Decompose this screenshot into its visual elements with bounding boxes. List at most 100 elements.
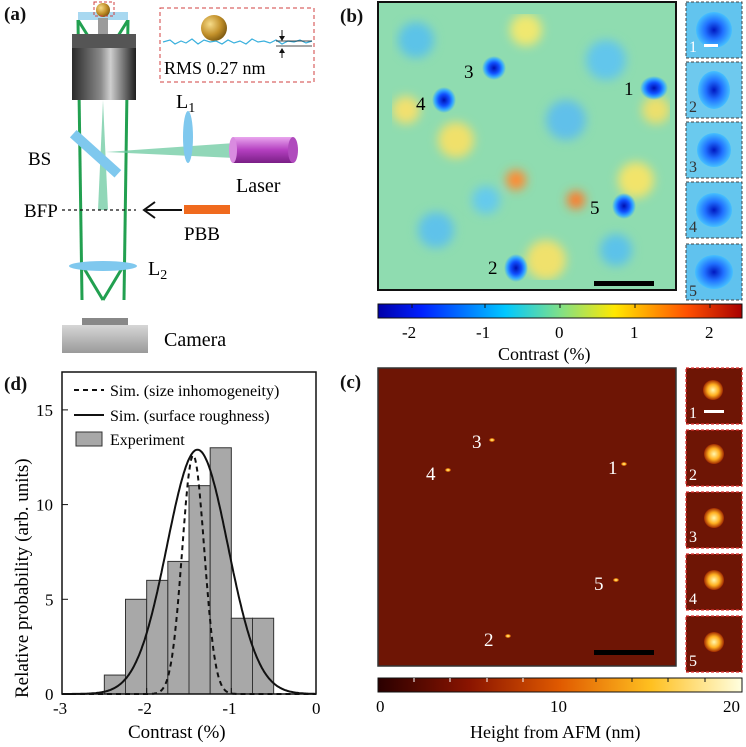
zoom-box-small	[93, 1, 115, 17]
svg-text:3: 3	[689, 529, 697, 546]
panel-d-histogram: -3 -2 -1 0 0 5 10 15 Contrast (%) Relative pro…	[12, 371, 321, 743]
c-colorbar: 0 10 20 Height from AFM (nm)	[376, 677, 743, 743]
c-inset-3: 3	[685, 491, 743, 549]
c-particle-label-3: 3	[472, 432, 482, 453]
svg-text:4: 4	[689, 591, 697, 608]
objective	[72, 12, 136, 100]
panel-a-setup-diagram: RMS 0.27 nm L1 Laser BS BFP PBB L2 Camer…	[24, 1, 315, 353]
panel-b-label: (b)	[340, 6, 364, 27]
laser-source	[229, 137, 298, 163]
rms-label: RMS 0.27 nm	[164, 58, 266, 78]
l1-label: L1	[176, 91, 195, 116]
svg-text:2: 2	[689, 99, 697, 116]
b-colorbar: -2 -1 0 1 2 Contrast (%)	[377, 303, 743, 365]
b-colorbar-tick: -1	[476, 323, 490, 342]
x-ticks: -3 -2 -1 0	[53, 688, 321, 718]
svg-text:3: 3	[689, 159, 697, 176]
svg-text:5: 5	[689, 653, 697, 670]
c-colorbar-title: Height from AFM (nm)	[470, 722, 641, 743]
b-inset-3: 3	[685, 121, 743, 179]
l2-label: L2	[148, 258, 167, 283]
bs-label: BS	[28, 149, 51, 170]
panel-c-label: (c)	[340, 372, 362, 393]
histogram-bar	[146, 579, 169, 695]
x-tick-label: -1	[222, 699, 236, 718]
laser-beam	[106, 143, 235, 158]
lens-l1	[183, 111, 193, 163]
c-colorbar-tick: 10	[550, 697, 567, 716]
y-tick-label: 15	[36, 401, 53, 420]
legend-size-inhomogeneity: Sim. (size inhomogeneity)	[110, 383, 279, 400]
curve-surface-roughness	[62, 448, 316, 695]
contrast-map	[377, 1, 677, 291]
y-ticks: 0 5 10 15	[36, 401, 68, 704]
c-inset-2: 2	[685, 429, 743, 487]
legend: Sim. (size inhomogeneity) Sim. (surface …	[74, 383, 279, 449]
histogram-bar	[125, 598, 148, 695]
c-insets: 1 2 3 4 5	[685, 367, 743, 673]
c-inset-1: 1	[685, 367, 743, 425]
panel-d-label: (d)	[4, 374, 28, 395]
legend-surface-roughness: Sim. (surface roughness)	[110, 408, 270, 425]
b-colorbar-title: Contrast (%)	[498, 344, 590, 365]
scale-bar	[594, 281, 654, 286]
bfp-label: BFP	[24, 201, 58, 222]
b-insets: 1 2 3 4 5	[685, 1, 743, 301]
c-particle-label-1: 1	[608, 458, 618, 479]
b-colorbar-tick: -2	[402, 323, 416, 342]
histogram-bar	[167, 560, 190, 695]
panel-c-afm-map: 1 2 3 4 5 1 2 3 4 5	[376, 367, 743, 743]
c-particle-label-2: 2	[484, 630, 494, 651]
svg-text:2: 2	[689, 467, 697, 484]
y-tick-label: 5	[45, 590, 54, 609]
x-tick-label: -3	[53, 699, 67, 718]
b-particle-label-4: 4	[416, 94, 426, 115]
panel-b-contrast-map: 1 2 3 4 5 1 2 3 4 5	[377, 1, 743, 365]
histogram-bars	[103, 447, 275, 695]
camera	[62, 318, 148, 353]
x-axis-label: Contrast (%)	[128, 722, 226, 743]
b-particle-label-5: 5	[590, 198, 600, 219]
scale-bar	[594, 650, 654, 655]
pbb-block	[184, 205, 230, 214]
b-colorbar-tick: 0	[555, 323, 564, 342]
panel-a-label: (a)	[4, 4, 27, 25]
c-inset-5: 5	[685, 615, 743, 673]
b-inset-2: 2	[685, 61, 743, 119]
c-colorbar-tick: 20	[723, 697, 740, 716]
camera-label: Camera	[164, 329, 226, 351]
x-tick-label: -2	[138, 699, 152, 718]
laser-label: Laser	[236, 175, 281, 197]
gold-nanoparticle	[96, 3, 110, 17]
plot-frame	[61, 371, 317, 695]
svg-text:4: 4	[689, 219, 697, 236]
b-colorbar-tick: 1	[630, 323, 639, 342]
x-tick-label: 0	[312, 699, 321, 718]
arrow-icon	[142, 201, 182, 219]
y-tick-label: 0	[45, 685, 54, 704]
beam-splitter	[69, 129, 122, 178]
b-particle-label-1: 1	[624, 79, 634, 100]
b-colorbar-tick: 2	[705, 323, 714, 342]
histogram-bar	[188, 485, 211, 695]
b-inset-5: 5	[685, 243, 743, 301]
lens-l2	[69, 261, 137, 271]
svg-text:5: 5	[689, 283, 697, 300]
c-particle-label-5: 5	[594, 574, 604, 595]
afm-map	[377, 367, 677, 667]
c-particle-label-4: 4	[426, 464, 436, 485]
c-colorbar-tick: 0	[376, 697, 385, 716]
b-particle-label-2: 2	[488, 258, 498, 279]
histogram-bar	[230, 617, 253, 695]
b-particle-label-3: 3	[464, 62, 474, 83]
b-inset-4: 4	[685, 181, 743, 239]
pbb-label: PBB	[184, 224, 220, 245]
svg-text:1: 1	[689, 39, 697, 56]
rms-inset: RMS 0.27 nm	[159, 7, 315, 83]
y-tick-label: 10	[36, 496, 53, 515]
histogram-bar	[209, 447, 232, 695]
legend-experiment: Experiment	[110, 432, 185, 449]
svg-text:1: 1	[689, 405, 697, 422]
y-axis-label: Relative probability (arb. units)	[12, 458, 33, 698]
b-inset-1: 1	[685, 1, 743, 59]
